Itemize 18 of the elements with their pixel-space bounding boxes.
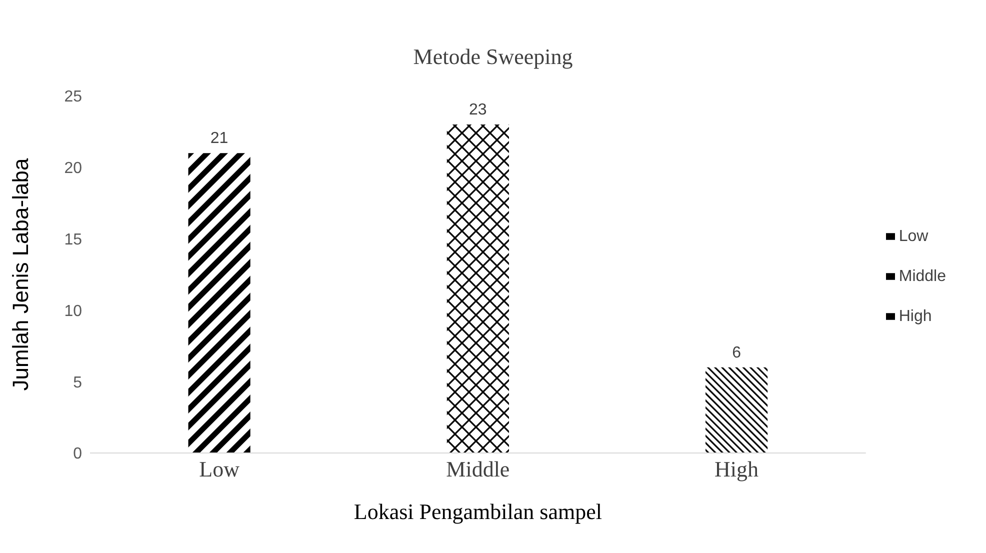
legend-label: High xyxy=(898,308,932,324)
y-tick-label: 5 xyxy=(73,374,82,392)
data-label: 21 xyxy=(210,130,228,148)
y-tick-label: 20 xyxy=(64,160,82,178)
y-tick-label: 25 xyxy=(64,88,82,106)
x-axis-title: Lokasi Pengambilan sampel xyxy=(354,499,602,524)
data-label: 23 xyxy=(469,102,487,119)
x-tick-label: Low xyxy=(199,456,240,482)
y-tick-label: 0 xyxy=(73,446,82,463)
data-label: 6 xyxy=(732,344,742,362)
y-tick-label: 15 xyxy=(64,231,82,248)
chart-title: Metode Sweeping xyxy=(412,44,574,70)
x-tick-label: High xyxy=(714,456,759,482)
y-tick-label: 10 xyxy=(64,302,82,320)
y-axis-title: Jumlah Jenis Laba-laba xyxy=(8,158,33,391)
legend-label: Middle xyxy=(898,268,946,284)
legend-label: Low xyxy=(898,228,928,244)
x-tick-label: Middle xyxy=(446,456,510,482)
